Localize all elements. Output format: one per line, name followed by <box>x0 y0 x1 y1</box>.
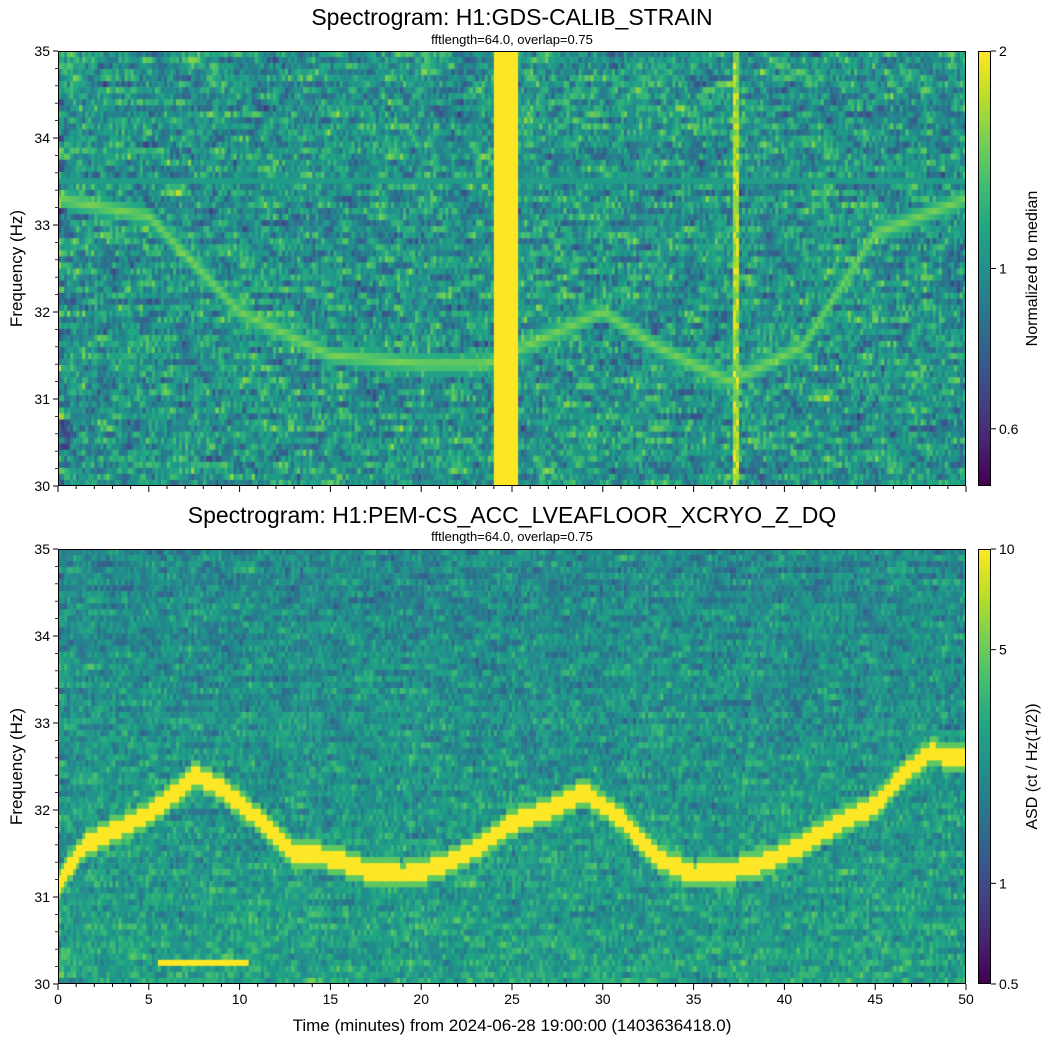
top-spectrogram-heatmap <box>58 51 966 486</box>
y-tick-label: 33 <box>34 217 50 233</box>
x-tick-label: 5 <box>145 991 153 1007</box>
colorbar-label: Normalized to median <box>1024 191 1041 347</box>
x-tick-label: 35 <box>686 991 702 1007</box>
x-tick-label: 0 <box>54 991 62 1007</box>
colorbar-tick-label: 0.6 <box>999 421 1019 437</box>
colorbar-tick-label: 1 <box>999 875 1007 891</box>
y-tick-label: 34 <box>34 130 50 146</box>
x-axis-label: Time (minutes) from 2024-06-28 19:00:00 … <box>293 1016 732 1035</box>
y-tick-label: 32 <box>34 304 50 320</box>
x-tick-label: 10 <box>232 991 248 1007</box>
colorbar-tick-label: 1 <box>999 261 1007 277</box>
colorbar-tick-label: 0.5 <box>999 976 1019 992</box>
x-tick-label: 15 <box>323 991 339 1007</box>
y-tick-label: 31 <box>34 391 50 407</box>
y-tick-label: 34 <box>34 628 50 644</box>
y-tick-label: 35 <box>34 541 50 557</box>
colorbar-tick-label: 2 <box>999 43 1007 59</box>
y-tick-label: 32 <box>34 802 50 818</box>
y-axis-label: Frequency (Hz) <box>7 708 26 825</box>
x-tick-label: 30 <box>595 991 611 1007</box>
colorbar-label: ASD (ct / Hz(1/2)) <box>1024 703 1041 829</box>
x-tick-label: 45 <box>867 991 883 1007</box>
colorbar-tick-label: 10 <box>999 541 1015 557</box>
bottom-plot-subtitle: fftlength=64.0, overlap=0.75 <box>431 529 593 544</box>
x-tick-label: 50 <box>958 991 974 1007</box>
y-tick-label: 33 <box>34 715 50 731</box>
y-tick-label: 30 <box>34 478 50 494</box>
y-tick-label: 31 <box>34 889 50 905</box>
y-tick-label: 30 <box>34 976 50 992</box>
bottom-plot-title: Spectrogram: H1:PEM-CS_ACC_LVEAFLOOR_XCR… <box>187 502 837 528</box>
bottom-colorbar <box>978 549 991 984</box>
x-tick-label: 20 <box>413 991 429 1007</box>
y-tick-label: 35 <box>34 43 50 59</box>
x-tick-label: 25 <box>504 991 520 1007</box>
colorbar-tick-label: 5 <box>999 642 1007 658</box>
top-colorbar <box>978 51 991 486</box>
top-plot-title: Spectrogram: H1:GDS-CALIB_STRAIN <box>311 4 713 30</box>
top-plot-subtitle: fftlength=64.0, overlap=0.75 <box>431 32 593 47</box>
bottom-spectrogram-heatmap <box>58 549 966 984</box>
y-axis-label: Frequency (Hz) <box>7 210 26 327</box>
x-tick-label: 40 <box>777 991 793 1007</box>
